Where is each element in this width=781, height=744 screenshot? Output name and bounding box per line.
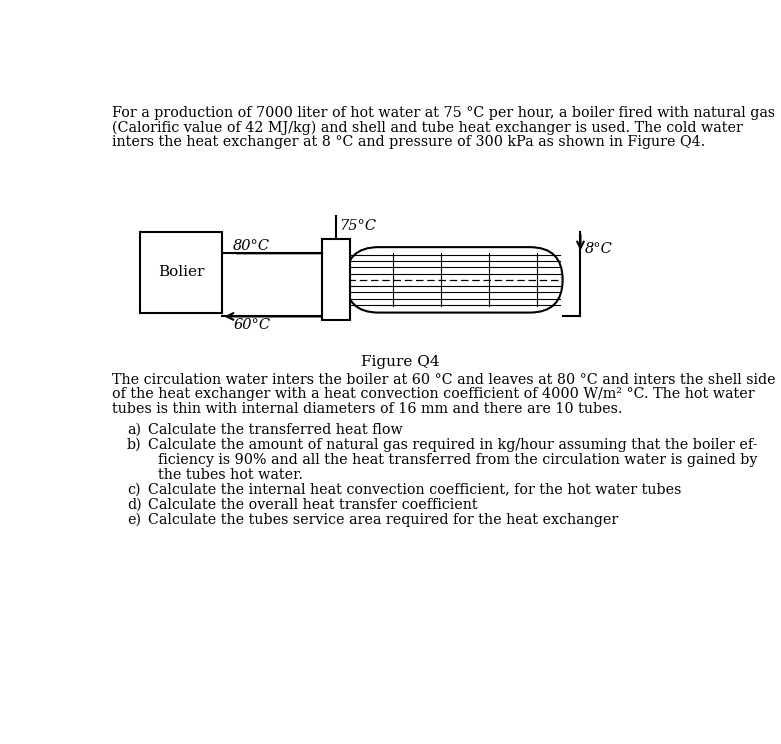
Text: Calculate the transferred heat flow: Calculate the transferred heat flow bbox=[148, 423, 403, 437]
Text: b): b) bbox=[127, 437, 141, 452]
Text: e): e) bbox=[127, 513, 141, 527]
Bar bbox=[141, 231, 222, 312]
Text: Figure Q4: Figure Q4 bbox=[361, 355, 439, 369]
Text: Calculate the overall heat transfer coefficient: Calculate the overall heat transfer coef… bbox=[148, 498, 478, 512]
Text: (Calorific value of 42 MJ/kg) and shell and tube heat exchanger is used. The col: (Calorific value of 42 MJ/kg) and shell … bbox=[112, 121, 743, 135]
Text: The circulation water inters the boiler at 60 °C and leaves at 80 °C and inters : The circulation water inters the boiler … bbox=[112, 373, 776, 387]
Text: ficiency is 90% and all the heat transferred from the circulation water is gaine: ficiency is 90% and all the heat transfe… bbox=[158, 452, 758, 466]
Bar bbox=[323, 240, 350, 320]
Text: the tubes hot water.: the tubes hot water. bbox=[158, 468, 303, 481]
Text: of the heat exchanger with a heat convection coefficient of 4000 W/m² °C. The ho: of the heat exchanger with a heat convec… bbox=[112, 388, 754, 401]
Text: For a production of 7000 liter of hot water at 75 °C per hour, a boiler fired wi: For a production of 7000 liter of hot wa… bbox=[112, 106, 775, 121]
Text: 80°C: 80°C bbox=[234, 239, 270, 252]
Text: d): d) bbox=[127, 498, 141, 512]
Text: Calculate the internal heat convection coefficient, for the hot water tubes: Calculate the internal heat convection c… bbox=[148, 483, 681, 497]
Text: a): a) bbox=[127, 423, 141, 437]
Text: Bolier: Bolier bbox=[158, 265, 204, 279]
Text: Calculate the tubes service area required for the heat exchanger: Calculate the tubes service area require… bbox=[148, 513, 619, 527]
Text: tubes is thin with internal diameters of 16 mm and there are 10 tubes.: tubes is thin with internal diameters of… bbox=[112, 402, 622, 416]
Text: 60°C: 60°C bbox=[234, 318, 270, 332]
Text: 8°C: 8°C bbox=[585, 243, 613, 257]
Text: Calculate the amount of natural gas required in kg/hour assuming that the boiler: Calculate the amount of natural gas requ… bbox=[148, 437, 758, 452]
Text: 75°C: 75°C bbox=[340, 219, 376, 233]
Text: c): c) bbox=[127, 483, 141, 497]
Text: inters the heat exchanger at 8 °C and pressure of 300 kPa as shown in Figure Q4.: inters the heat exchanger at 8 °C and pr… bbox=[112, 135, 705, 150]
FancyBboxPatch shape bbox=[346, 247, 562, 312]
